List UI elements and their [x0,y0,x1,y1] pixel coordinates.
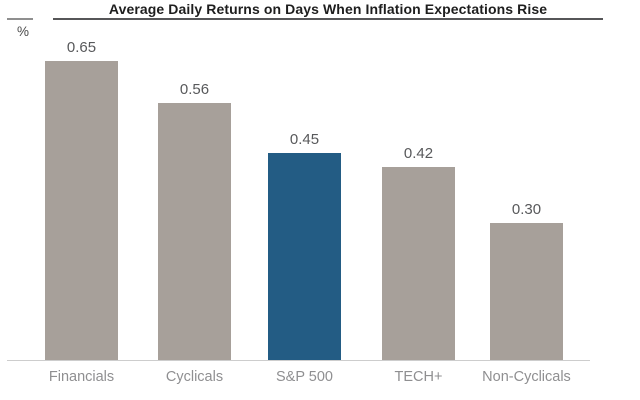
category-label-cyclicals: Cyclicals [165,369,224,385]
bar-value-label: 0.65 [66,39,97,56]
category-label-financials: Financials [48,369,115,385]
bar-value-label: 0.56 [179,81,210,98]
bar-s-p-500: 0.45 [268,131,341,361]
bar-value-label: 0.45 [289,131,320,148]
y-axis-unit-label: % [17,24,30,39]
bar-financials: 0.65 [45,39,118,361]
bar-tech: 0.42 [382,145,455,361]
plot-area: 0.65 0.56 0.45 0.42 0.30 [45,39,563,361]
bar-cyclicals: 0.56 [158,81,231,361]
chart-title: Average Daily Returns on Days When Infla… [108,1,548,17]
category-label-tech: TECH+ [394,369,443,385]
bar-value-label: 0.42 [403,145,434,162]
title-underline [53,18,603,20]
category-label-non-cyclicals: Non-Cyclicals [482,369,571,385]
x-axis-line [7,360,590,361]
y-axis-top-tick [7,18,33,20]
bar-value-label: 0.30 [511,201,542,218]
category-label-s-p-500: S&P 500 [276,369,333,385]
bar-non-cyclicals: 0.30 [490,201,563,361]
